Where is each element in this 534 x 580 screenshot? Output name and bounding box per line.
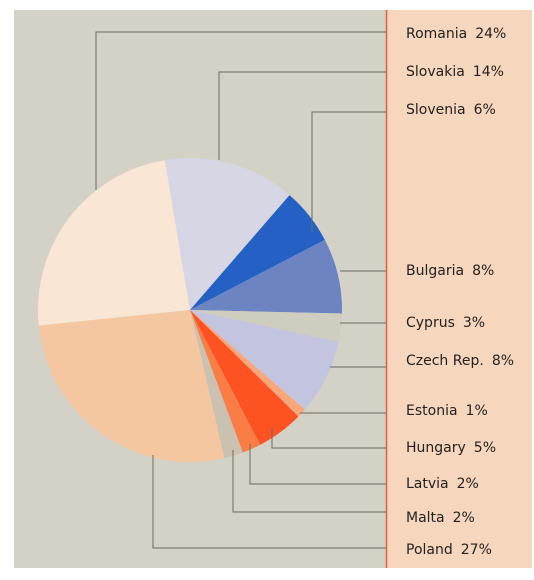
labels: Romania Slovakia Slovenia Bulgaria Cyprus Cze… <box>406 26 514 558</box>
slice-label: Latvia <box>406 476 449 492</box>
slice <box>190 310 299 445</box>
leader-line <box>95 31 386 190</box>
slice-label: Malta <box>406 510 445 526</box>
slice-label: Romania <box>406 26 467 42</box>
slice-value: 8% <box>472 263 494 279</box>
leader-line <box>311 111 386 232</box>
slice-label: Czech Rep. <box>406 353 484 369</box>
slice-value: 24% <box>475 26 506 42</box>
slice-value: 5% <box>474 440 496 456</box>
leader-line <box>249 444 386 485</box>
slice-value: 14% <box>473 64 504 80</box>
leader-line <box>152 455 386 549</box>
slice-label: Hungary <box>406 440 466 456</box>
slice <box>190 239 342 314</box>
leader-line <box>218 71 386 160</box>
leaders <box>95 31 386 549</box>
slice-label: Estonia <box>406 403 458 419</box>
slice <box>190 310 243 459</box>
slice-label: Poland <box>406 542 453 558</box>
legend-panel <box>386 10 532 568</box>
slice <box>164 157 290 310</box>
slice-label: Cyprus <box>406 315 455 331</box>
slice-value: 1% <box>466 403 488 419</box>
slice <box>190 310 305 417</box>
slice-label: Slovakia <box>406 64 465 80</box>
slice-label: Bulgaria <box>406 263 464 279</box>
slice <box>190 310 261 453</box>
slice <box>38 160 191 326</box>
slice-value: 6% <box>474 102 496 118</box>
slice <box>190 310 339 410</box>
leader-line <box>232 450 386 513</box>
slice-value: 27% <box>461 542 492 558</box>
slice-label: Slovenia <box>406 102 466 118</box>
slice-value: 2% <box>453 510 475 526</box>
slice-value: 3% <box>463 315 485 331</box>
pie <box>38 157 342 462</box>
slice-value: 8% <box>492 353 514 369</box>
leader-line <box>271 428 386 449</box>
slice-value: 2% <box>457 476 479 492</box>
slice <box>190 310 342 342</box>
slice <box>38 310 225 462</box>
slice <box>190 195 325 310</box>
